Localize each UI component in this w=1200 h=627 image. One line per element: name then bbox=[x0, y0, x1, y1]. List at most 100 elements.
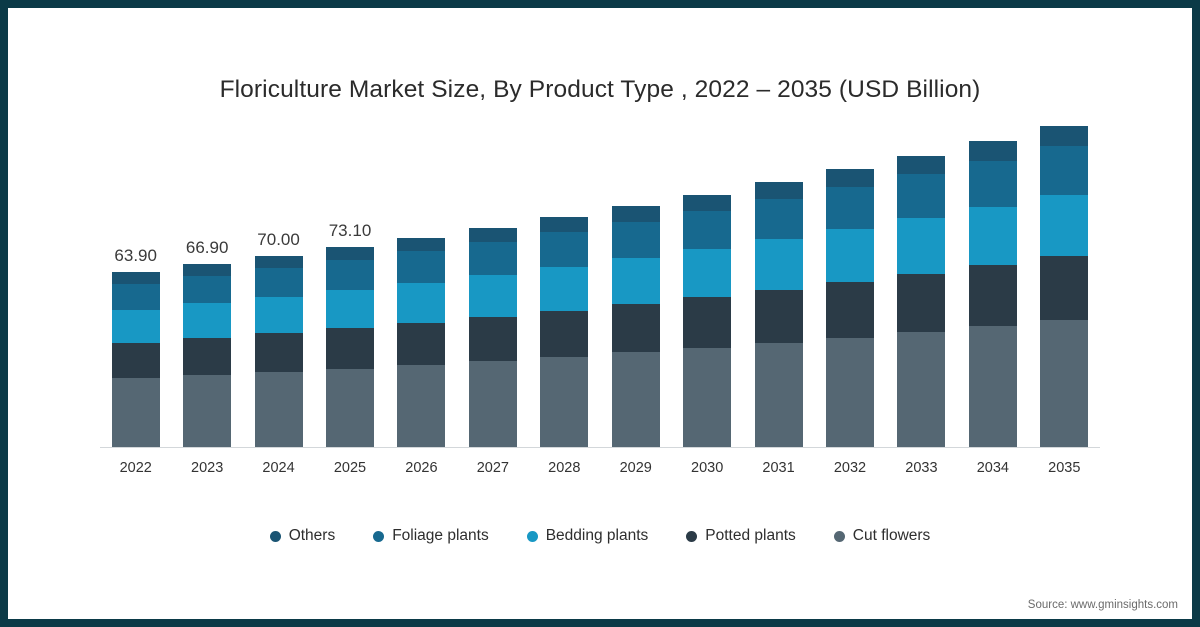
bar-segment[interactable] bbox=[254, 333, 303, 372]
bar-segment[interactable] bbox=[1040, 125, 1089, 147]
bar-group bbox=[540, 118, 589, 448]
bar-segment[interactable] bbox=[968, 326, 1017, 448]
bar-segment[interactable] bbox=[754, 182, 803, 200]
bar-segment[interactable] bbox=[111, 272, 160, 284]
plot-area: 63.90 66.90 70.00 73.10 bbox=[100, 118, 1100, 448]
bar-segment[interactable] bbox=[1040, 320, 1089, 448]
stacked-bar[interactable] bbox=[183, 264, 232, 448]
bar-group bbox=[611, 118, 660, 448]
bar-segment[interactable] bbox=[540, 232, 589, 267]
bar-segment[interactable] bbox=[183, 338, 232, 376]
stacked-bar[interactable] bbox=[968, 141, 1017, 448]
stacked-bar[interactable] bbox=[611, 206, 660, 448]
bar-segment[interactable] bbox=[397, 322, 446, 365]
stacked-bar[interactable] bbox=[468, 227, 517, 448]
bar-group bbox=[683, 118, 732, 448]
bar-segment[interactable] bbox=[183, 264, 232, 276]
bar-segment[interactable] bbox=[254, 255, 303, 268]
stacked-bar[interactable] bbox=[540, 217, 589, 448]
bar-segment[interactable] bbox=[611, 206, 660, 222]
legend-swatch-icon bbox=[833, 530, 845, 542]
stacked-bar[interactable] bbox=[683, 194, 732, 448]
bar-segment[interactable] bbox=[968, 141, 1017, 161]
bar-segment[interactable] bbox=[540, 356, 589, 448]
bar-segment[interactable] bbox=[397, 237, 446, 252]
bar-segment[interactable] bbox=[540, 266, 589, 311]
x-axis-tick-2028: 2028 bbox=[548, 460, 581, 476]
bar-segment[interactable] bbox=[611, 352, 660, 448]
bar-segment[interactable] bbox=[468, 316, 517, 361]
bar-segment[interactable] bbox=[683, 249, 732, 298]
bar-segment[interactable] bbox=[183, 275, 232, 304]
bar-segment[interactable] bbox=[183, 375, 232, 448]
bar-segment[interactable] bbox=[111, 283, 160, 310]
bar-segment[interactable] bbox=[254, 296, 303, 334]
legend-item[interactable]: Bedding plants bbox=[526, 527, 648, 545]
bar-segment[interactable] bbox=[611, 303, 660, 353]
bar-segment[interactable] bbox=[397, 364, 446, 448]
bar-segment[interactable] bbox=[897, 273, 946, 333]
bar-segment[interactable] bbox=[897, 332, 946, 448]
bar-segment[interactable] bbox=[897, 174, 946, 219]
bar-segment[interactable] bbox=[540, 310, 589, 357]
bar-segment[interactable] bbox=[754, 289, 803, 343]
bar-segment[interactable] bbox=[683, 194, 732, 212]
legend-item[interactable]: Potted plants bbox=[686, 527, 796, 545]
bar-segment[interactable] bbox=[611, 258, 660, 304]
bar-segment[interactable] bbox=[254, 371, 303, 448]
source-note: Source: www.gminsights.com bbox=[1027, 599, 1178, 611]
legend-label: Foliage plants bbox=[392, 527, 489, 544]
bar-segment[interactable] bbox=[326, 247, 374, 260]
bar-segment[interactable] bbox=[1040, 194, 1089, 257]
stacked-bar[interactable] bbox=[1040, 125, 1089, 448]
bar-segment[interactable] bbox=[611, 221, 660, 258]
bar-segment[interactable] bbox=[683, 347, 732, 448]
bar-segment[interactable] bbox=[468, 227, 517, 243]
bar-segment[interactable] bbox=[897, 155, 946, 175]
bar-segment[interactable] bbox=[1040, 256, 1089, 321]
bar-segment[interactable] bbox=[326, 368, 374, 448]
legend-item[interactable]: Foliage plants bbox=[373, 527, 489, 545]
bar-segment[interactable] bbox=[826, 228, 874, 282]
bar-segment[interactable] bbox=[468, 275, 517, 317]
bar-segment[interactable] bbox=[826, 281, 874, 338]
bar-segment[interactable] bbox=[968, 265, 1017, 327]
bar-segment[interactable] bbox=[326, 328, 374, 369]
legend-item[interactable]: Cut flowers bbox=[833, 527, 930, 545]
bar-segment[interactable] bbox=[540, 217, 589, 233]
legend-item[interactable]: Others bbox=[269, 527, 335, 545]
bar-segment[interactable] bbox=[468, 242, 517, 276]
bar-segment[interactable] bbox=[326, 290, 374, 329]
bar-segment[interactable] bbox=[397, 251, 446, 283]
bar-segment[interactable] bbox=[397, 282, 446, 323]
bar-segment[interactable] bbox=[897, 218, 946, 274]
bar-segment[interactable] bbox=[826, 187, 874, 229]
bar-segment[interactable] bbox=[183, 303, 232, 339]
legend-swatch-icon bbox=[686, 530, 698, 542]
bar-segment[interactable] bbox=[754, 342, 803, 448]
stacked-bar[interactable] bbox=[397, 237, 446, 448]
stacked-bar[interactable] bbox=[897, 155, 946, 448]
stacked-bar[interactable] bbox=[826, 169, 874, 448]
bar-segment[interactable] bbox=[1040, 146, 1089, 195]
bar-segment[interactable] bbox=[683, 211, 732, 250]
bar-segment[interactable] bbox=[326, 259, 374, 291]
bar-segment[interactable] bbox=[968, 160, 1017, 207]
bar-segment[interactable] bbox=[111, 309, 160, 344]
bar-segment[interactable] bbox=[826, 337, 874, 448]
bar-segment[interactable] bbox=[683, 297, 732, 348]
bar-segment[interactable] bbox=[968, 206, 1017, 266]
stacked-bar[interactable] bbox=[111, 272, 160, 448]
stacked-bar[interactable] bbox=[254, 255, 303, 448]
x-axis-tick-2031: 2031 bbox=[762, 460, 795, 476]
bar-segment[interactable] bbox=[254, 267, 303, 297]
stacked-bar[interactable] bbox=[326, 247, 374, 448]
x-axis-tick-2023: 2023 bbox=[191, 460, 224, 476]
bar-segment[interactable] bbox=[111, 378, 160, 448]
bar-segment[interactable] bbox=[826, 169, 874, 188]
bar-segment[interactable] bbox=[754, 199, 803, 240]
stacked-bar[interactable] bbox=[754, 182, 803, 448]
bar-segment[interactable] bbox=[468, 360, 517, 448]
bar-segment[interactable] bbox=[754, 239, 803, 290]
bar-segment[interactable] bbox=[111, 343, 160, 379]
